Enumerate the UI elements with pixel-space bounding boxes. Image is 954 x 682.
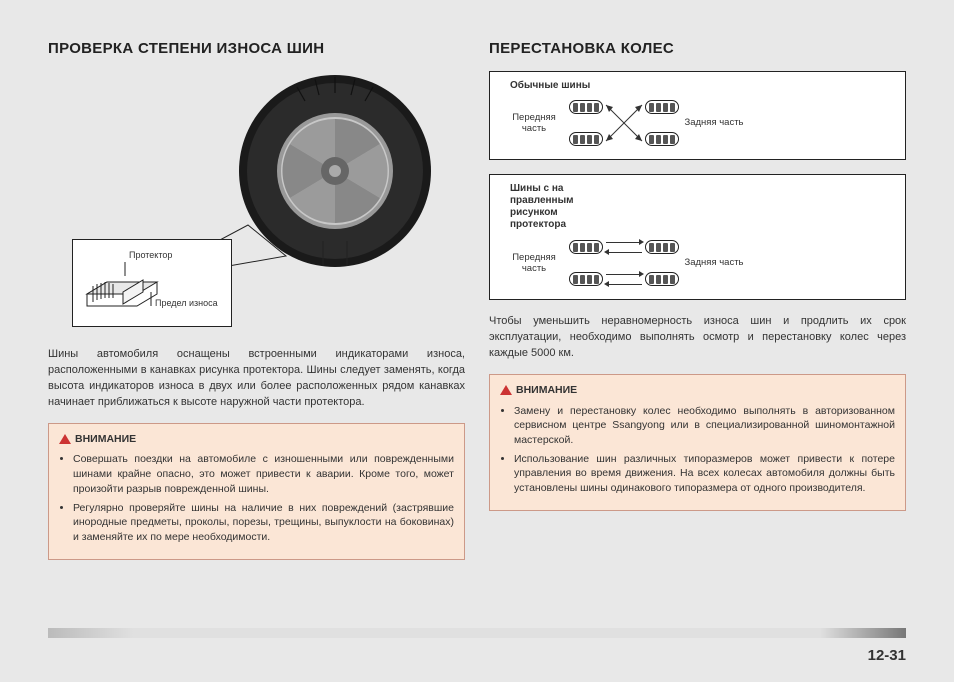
rotation-diagram-directional: Шины с на правленным рисунком протектора… [489,174,906,300]
tire-icon [645,240,679,254]
tire-wear-figure: Протектор Предел износа [48,71,465,331]
wear-limit-label: Предел износа [155,298,218,308]
rotation-diagram-regular: Обычные шины Передняя часть Задняя часть [489,71,906,160]
warning-item: Совершать поездки на автомобиле с изноше… [73,452,454,496]
right-column: ПЕРЕСТАНОВКА КОЛЕС Обычные шины Передняя… [489,40,906,560]
rear-axle-label: Задняя часть [684,257,743,268]
left-warning-box: ВНИМАНИЕ Совершать поездки на автомобиле… [48,423,465,560]
left-warning-list: Совершать поездки на автомобиле с изноше… [59,452,454,544]
page-number: 12-31 [868,647,906,664]
tire-icon [569,132,603,146]
warning-title: ВНИМАНИЕ [75,432,136,447]
front-axle-label: Передняя часть [500,252,568,275]
front-axle-label: Передняя часть [500,112,568,135]
warning-item: Использование шин различных типоразмеров… [514,452,895,496]
tire-icon [645,100,679,114]
left-body-text: Шины автомобиля оснащены встроенными инд… [48,347,465,411]
diagram1-title: Обычные шины [500,80,895,91]
left-heading: ПРОВЕРКА СТЕПЕНИ ИЗНОСА ШИН [48,40,465,57]
warning-triangle-icon [59,434,71,444]
warning-heading: ВНИМАНИЕ [59,432,454,447]
left-column: ПРОВЕРКА СТЕПЕНИ ИЗНОСА ШИН [48,40,465,560]
tread-label: Протектор [129,250,172,260]
tire-icon [569,100,603,114]
right-body-text: Чтобы уменьшить неравномерность износа ш… [489,314,906,362]
tread-cross-section: Протектор Предел износа [72,239,232,327]
tire-icon [569,240,603,254]
warning-title: ВНИМАНИЕ [516,383,577,398]
warning-heading: ВНИМАНИЕ [500,383,895,398]
right-heading: ПЕРЕСТАНОВКА КОЛЕС [489,40,906,57]
tire-icon [645,132,679,146]
diagram2-title: Шины с на правленным рисунком протектора [500,183,600,231]
warning-triangle-icon [500,385,512,395]
cross-arrows-icon [604,95,644,151]
straight-arrows [604,237,644,257]
right-warning-box: ВНИМАНИЕ Замену и перестановку колес нео… [489,374,906,511]
warning-item: Регулярно проверяйте шины на наличие в н… [73,501,454,545]
rear-axle-label: Задняя часть [684,117,743,128]
tire-icon [569,272,603,286]
right-warning-list: Замену и перестановку колес необходимо в… [500,404,895,496]
tire-icon [645,272,679,286]
straight-arrows [604,269,644,289]
warning-item: Замену и перестановку колес необходимо в… [514,404,895,448]
footer-gradient-bar [48,628,906,638]
